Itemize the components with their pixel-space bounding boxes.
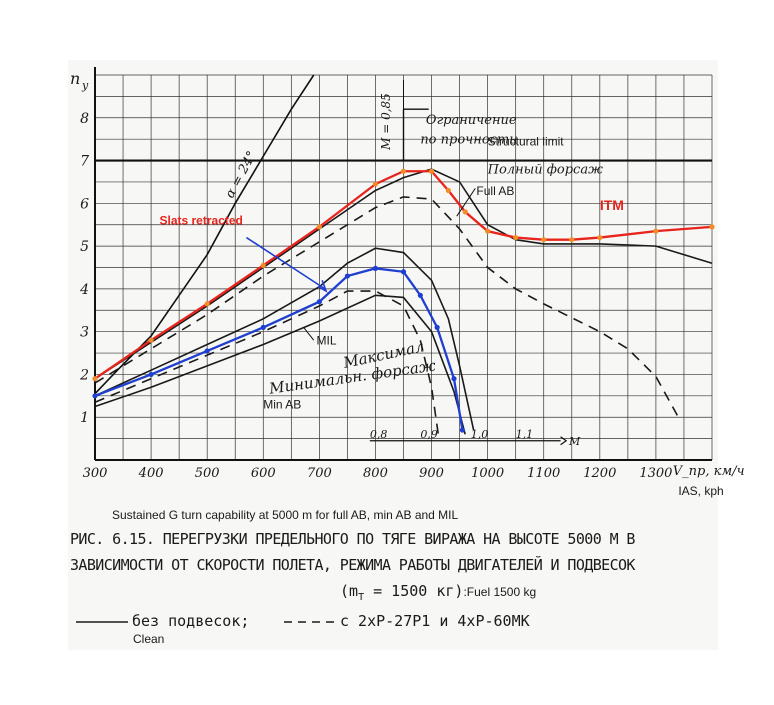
x-tick-label: 500 [195, 466, 220, 481]
caption-russian-line2: ЗАВИСИМОСТИ ОТ СКОРОСТИ ПОЛЕТА, РЕЖИМА Р… [70, 556, 635, 574]
structural-limit-en: Structural limit [488, 135, 565, 149]
data-point-6 [344, 273, 351, 279]
structural-limit-ru-2: по прочности [420, 132, 517, 147]
fuel-open: (m [340, 582, 359, 600]
mach-scale-arrow [560, 436, 568, 446]
x-tick-label: 1100 [527, 466, 560, 481]
x-tick-label: 800 [363, 466, 388, 481]
y-axis-label-sub: y [81, 79, 89, 92]
x-tick-label: 600 [251, 466, 276, 481]
series-line-3 [94, 290, 440, 435]
data-point-6 [204, 348, 210, 354]
x-axis-label: V_пр, км/ч [673, 464, 745, 479]
data-point-5 [204, 301, 210, 307]
y-tick-label: 4 [79, 282, 89, 298]
full-ab-en: Full AB [476, 184, 514, 198]
itm-label: ITM [600, 197, 624, 213]
alpha-limit-curve [94, 74, 315, 395]
data-point-5 [316, 224, 322, 230]
data-point-6 [316, 299, 322, 305]
series-line-4 [94, 294, 466, 435]
y-tick-label: 8 [80, 111, 89, 127]
tick-labels: 300 400 500 600 700 800 900 1000 1100 1200 1300 1 2 3… [70, 69, 745, 498]
y-tick-label: 5 [80, 239, 89, 255]
mach-tick-label: 1,0 [471, 428, 489, 441]
data-point-5 [485, 228, 491, 234]
series-line-1 [94, 196, 680, 418]
scanned-paper [68, 60, 718, 650]
slats-pointer [246, 236, 326, 290]
chart-decorations [94, 74, 568, 446]
fuel-english: :Fuel 1500 kg [463, 585, 537, 599]
slats-pointer-arrowhead [317, 280, 328, 293]
x-tick-label: 400 [138, 466, 164, 481]
y-tick-label: 2 [79, 367, 89, 383]
data-point-5 [597, 234, 603, 241]
legend-clean-english: Clean [133, 632, 165, 646]
fuel-mass-note: (mT = 1500 кг):Fuel 1500 kg [340, 582, 536, 603]
full-ab-ru: Полный форсаж [487, 162, 603, 177]
structural-limit-ru: Ограничение [426, 113, 517, 128]
slats-retracted-label: Slats retracted [160, 214, 243, 228]
x-tick-label: 700 [307, 466, 332, 481]
mil-label: MIL [317, 334, 337, 348]
x-tick-label: 300 [83, 466, 108, 481]
series-line-6 [94, 267, 464, 431]
data-point-5 [513, 234, 519, 241]
data-point-6 [451, 376, 457, 382]
x-tick-label: 1200 [583, 466, 616, 481]
mach-tick-label: 1,1 [516, 428, 534, 441]
data-point-6 [148, 371, 154, 378]
fuel-subscript: T [358, 592, 365, 603]
data-point-5 [372, 181, 379, 187]
data-point-5 [462, 209, 468, 215]
y-axis-label: n [70, 69, 80, 88]
y-tick-label: 6 [80, 196, 89, 212]
data-point-6 [400, 269, 407, 275]
mach-tick-label: 0,8 [370, 428, 388, 441]
data-point-6 [92, 393, 98, 399]
x-tick-label: 1000 [471, 466, 504, 481]
x-tick-label: 1300 [639, 466, 672, 481]
mach-085-label: M = 0,85 [379, 93, 393, 151]
fuel-value: = 1500 кг) [373, 582, 464, 600]
min-ab-en-label: Min AB [263, 398, 301, 412]
caption-russian-line1: РИС. 6.15. ПЕРЕГРУЗКИ ПРЕДЕЛЬНОГО ПО ТЯГ… [70, 530, 635, 548]
data-point-6 [459, 427, 465, 433]
data-point-6 [434, 324, 440, 330]
legend-dashed-label: с 2xP-27P1 и 4xP-60МК [340, 612, 530, 630]
y-tick-label: 1 [80, 410, 89, 426]
mach-unit-label: M [568, 435, 581, 448]
data-point-5 [653, 228, 659, 234]
data-point-5 [400, 168, 407, 174]
data-point-6 [417, 292, 423, 298]
data-point-5 [445, 187, 451, 194]
data-point-5 [428, 168, 435, 174]
y-tick-label: 3 [80, 325, 89, 341]
y-tick-label: 7 [80, 154, 89, 170]
series-line-2 [94, 247, 475, 431]
data-point-5 [148, 337, 154, 343]
mach-tick-label: 0,9 [420, 428, 438, 441]
data-point-5 [92, 376, 98, 382]
full-ab-pointer [456, 188, 476, 217]
data-point-6 [372, 265, 379, 271]
data-point-5 [569, 237, 575, 243]
data-point-5 [260, 262, 266, 268]
data-point-5 [541, 237, 547, 243]
data-point-6 [260, 324, 266, 330]
x-tick-label: 900 [419, 466, 444, 481]
mil-pointer [303, 327, 315, 341]
caption-english: Sustained G turn capability at 5000 m fo… [112, 508, 459, 522]
series-lines [92, 168, 715, 435]
grid [94, 74, 713, 461]
legend-clean-label: без подвесок; [132, 612, 250, 630]
x-axis-label-english: IAS, kph [678, 484, 723, 498]
data-point-5 [709, 224, 715, 230]
